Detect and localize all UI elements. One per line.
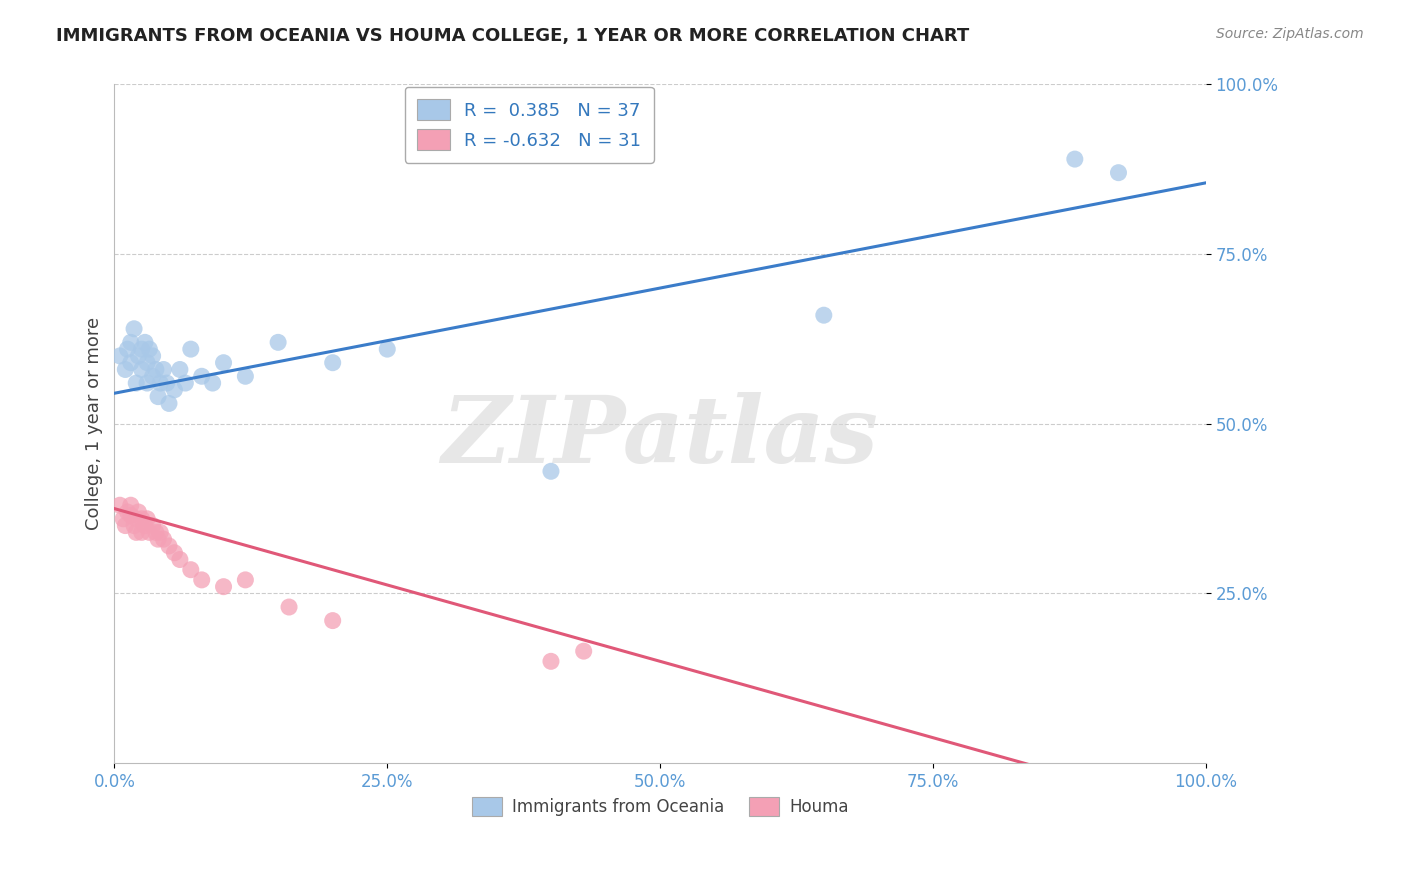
Point [122, 518, 145, 533]
Point [152, 362, 174, 376]
Point [540, 464, 562, 478]
Point [114, 362, 136, 376]
Point [322, 356, 344, 370]
Point [169, 552, 191, 566]
Point [190, 369, 212, 384]
Point [180, 563, 202, 577]
Point [112, 512, 135, 526]
Text: IMMIGRANTS FROM OCEANIA VS HOUMA COLLEGE, 1 YEAR OR MORE CORRELATION CHART: IMMIGRANTS FROM OCEANIA VS HOUMA COLLEGE… [56, 27, 970, 45]
Point [1063, 152, 1085, 166]
Point [136, 356, 159, 370]
Point [138, 342, 160, 356]
Point [134, 335, 156, 350]
Text: ZIPatlas: ZIPatlas [441, 392, 879, 483]
Point [125, 512, 148, 526]
Point [131, 525, 153, 540]
Point [108, 349, 131, 363]
Point [157, 539, 180, 553]
Point [114, 518, 136, 533]
Point [122, 322, 145, 336]
Point [149, 376, 172, 390]
Point [117, 342, 139, 356]
Legend: Immigrants from Oceania, Houma: Immigrants from Oceania, Houma [465, 790, 855, 822]
Point [136, 512, 159, 526]
Point [146, 532, 169, 546]
Point [201, 376, 224, 390]
Point [235, 573, 257, 587]
Point [149, 525, 172, 540]
Point [120, 356, 142, 370]
Point [267, 335, 290, 350]
Text: Source: ZipAtlas.com: Source: ZipAtlas.com [1216, 27, 1364, 41]
Point [146, 390, 169, 404]
Point [131, 342, 153, 356]
Point [212, 356, 235, 370]
Point [125, 376, 148, 390]
Point [131, 362, 153, 376]
Point [190, 573, 212, 587]
Point [120, 498, 142, 512]
Point [131, 512, 153, 526]
Point [117, 505, 139, 519]
Point [138, 525, 160, 540]
Point [540, 654, 562, 668]
Point [322, 614, 344, 628]
Point [145, 525, 167, 540]
Point [212, 580, 235, 594]
Point [163, 546, 186, 560]
Point [156, 376, 179, 390]
Point [120, 335, 142, 350]
Point [145, 362, 167, 376]
Point [152, 532, 174, 546]
Point [174, 376, 197, 390]
Point [136, 376, 159, 390]
Y-axis label: College, 1 year or more: College, 1 year or more [86, 318, 103, 531]
Point [157, 396, 180, 410]
Point [1108, 166, 1130, 180]
Point [572, 644, 595, 658]
Point [163, 383, 186, 397]
Point [235, 369, 257, 384]
Point [120, 508, 142, 523]
Point [169, 362, 191, 376]
Point [142, 518, 165, 533]
Point [108, 498, 131, 512]
Point [142, 349, 165, 363]
Point [180, 342, 202, 356]
Point [125, 525, 148, 540]
Point [127, 349, 149, 363]
Point [375, 342, 398, 356]
Point [134, 518, 156, 533]
Point [127, 505, 149, 519]
Point [142, 369, 165, 384]
Point [278, 600, 301, 615]
Point [813, 308, 835, 322]
